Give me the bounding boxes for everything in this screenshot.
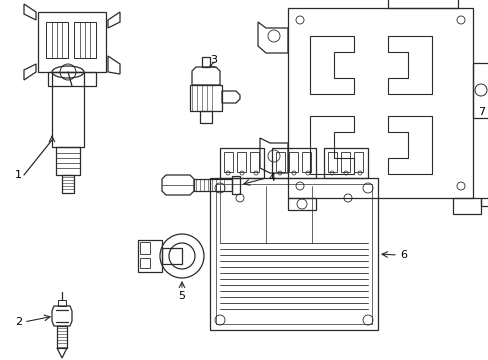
Bar bbox=[249, 152, 259, 172]
Bar bbox=[138, 240, 162, 272]
Bar bbox=[57, 326, 67, 348]
Bar bbox=[324, 148, 367, 178]
Text: 4: 4 bbox=[267, 173, 275, 183]
Bar bbox=[216, 184, 371, 324]
Bar bbox=[224, 152, 232, 172]
Bar bbox=[194, 179, 231, 191]
Bar bbox=[288, 152, 297, 172]
Text: 6: 6 bbox=[399, 250, 406, 260]
Bar bbox=[237, 152, 245, 172]
Bar bbox=[58, 300, 66, 306]
Bar bbox=[52, 72, 84, 147]
Bar bbox=[271, 148, 315, 178]
Bar bbox=[231, 176, 240, 194]
Bar bbox=[275, 152, 285, 172]
Bar bbox=[220, 148, 264, 178]
Bar bbox=[46, 22, 68, 58]
Text: 7: 7 bbox=[477, 107, 484, 117]
Bar bbox=[209, 178, 377, 330]
Bar bbox=[302, 152, 310, 172]
Bar bbox=[287, 8, 472, 198]
Text: 3: 3 bbox=[210, 55, 217, 65]
Text: 1: 1 bbox=[15, 170, 22, 180]
Bar bbox=[62, 175, 74, 193]
Bar bbox=[56, 147, 80, 175]
Bar bbox=[202, 57, 209, 67]
Bar bbox=[200, 111, 212, 123]
Bar bbox=[353, 152, 362, 172]
Bar bbox=[38, 12, 106, 72]
Text: 5: 5 bbox=[178, 291, 185, 301]
Text: 2: 2 bbox=[15, 317, 22, 327]
Bar bbox=[140, 242, 150, 254]
Bar bbox=[472, 63, 488, 118]
Bar bbox=[74, 22, 96, 58]
Bar bbox=[140, 258, 150, 268]
Bar bbox=[162, 248, 182, 264]
Bar bbox=[340, 152, 349, 172]
Bar bbox=[327, 152, 336, 172]
Bar bbox=[190, 85, 222, 111]
